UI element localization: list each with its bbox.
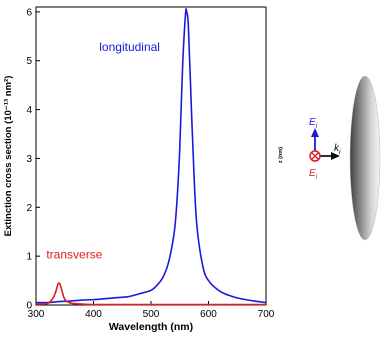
x-tick-label: 500 [143,309,160,320]
series-labels: longitudinal transverse [46,40,160,262]
data-point-longitudinal [116,297,117,298]
data-point-transverse [61,290,62,291]
data-point-transverse [47,303,48,304]
y-tick-label: 1 [26,252,32,263]
y-tick-label: 6 [26,7,32,18]
y-axis-ticks: 0 1 2 3 4 5 6 [26,7,40,312]
data-point-longitudinal [81,300,82,301]
data-point-longitudinal [231,296,232,297]
data-point-transverse [58,282,59,283]
data-point-transverse [56,290,57,291]
field-up-arrowhead [311,128,319,137]
data-point-longitudinal [186,11,187,12]
nanoparticle-ellipsoid [349,75,381,241]
data-point-longitudinal [156,285,157,286]
data-point-longitudinal [185,14,186,15]
series-line-longitudinal [35,8,267,304]
y-tick-label: 0 [26,301,32,312]
data-point-longitudinal [70,300,71,301]
data-point-transverse [64,299,65,300]
data-point-longitudinal [219,291,220,292]
field-out-label: Ei [309,168,318,181]
data-point-longitudinal [168,263,169,264]
series-line-transverse [35,282,266,306]
data-point-transverse [60,284,61,285]
y-tick-label: 5 [26,56,32,67]
data-point-longitudinal [93,299,94,300]
x-tick-label: 300 [28,309,45,320]
data-point-longitudinal [139,293,140,294]
x-tick-label: 700 [258,309,275,320]
wave-vector-label: ki [334,143,341,156]
data-point-longitudinal [191,104,192,105]
data-point-transverse [35,303,36,304]
data-point-longitudinal [150,290,151,291]
data-point-longitudinal [58,301,59,302]
data-point-longitudinal [182,65,183,66]
data-point-longitudinal [104,298,105,299]
data-point-longitudinal [208,280,209,281]
x-tick-label: 400 [85,309,102,320]
inset-z-axis-label: z (nm) [278,147,284,163]
y-tick-label: 2 [26,203,32,214]
data-point-longitudinal [176,202,177,203]
data-point-longitudinal [196,226,197,227]
data-point-transverse [208,304,209,305]
field-up-label: Ei [309,117,318,130]
field-out-of-page-cross [311,152,319,160]
data-point-longitudinal [127,296,128,297]
series-layer [35,8,267,306]
x-tick-label: 600 [200,309,217,320]
data-point-transverse [265,304,266,305]
data-point-transverse [57,284,58,285]
data-point-transverse [53,297,54,298]
data-point-transverse [150,304,151,305]
data-point-longitudinal [194,177,195,178]
data-point-transverse [70,302,71,303]
y-axis-label: Extinction cross section (10⁻¹³ nm²) [3,76,14,237]
data-point-longitudinal [254,300,255,301]
data-point-longitudinal [173,234,174,235]
chart: 300 400 500 600 700 0 1 2 3 4 5 6 longitudinal tran… [3,6,275,333]
inset-diagram: z (nm) Ei ki Ei [278,75,381,241]
data-point-transverse [81,303,82,304]
data-point-longitudinal [188,26,189,27]
wave-vector-arrowhead [331,152,340,160]
data-point-longitudinal [202,265,203,266]
data-point-longitudinal [35,302,36,303]
data-point-longitudinal [162,278,163,279]
series-label-longitudinal: longitudinal [99,40,160,54]
x-axis-label: Wavelength (nm) [109,321,193,333]
data-point-longitudinal [242,299,243,300]
y-tick-label: 3 [26,154,32,165]
data-point-transverse [93,304,94,305]
y-tick-label: 4 [26,105,32,116]
series-label-transverse: transverse [46,248,102,262]
data-point-longitudinal [179,148,180,149]
data-point-longitudinal [265,302,266,303]
